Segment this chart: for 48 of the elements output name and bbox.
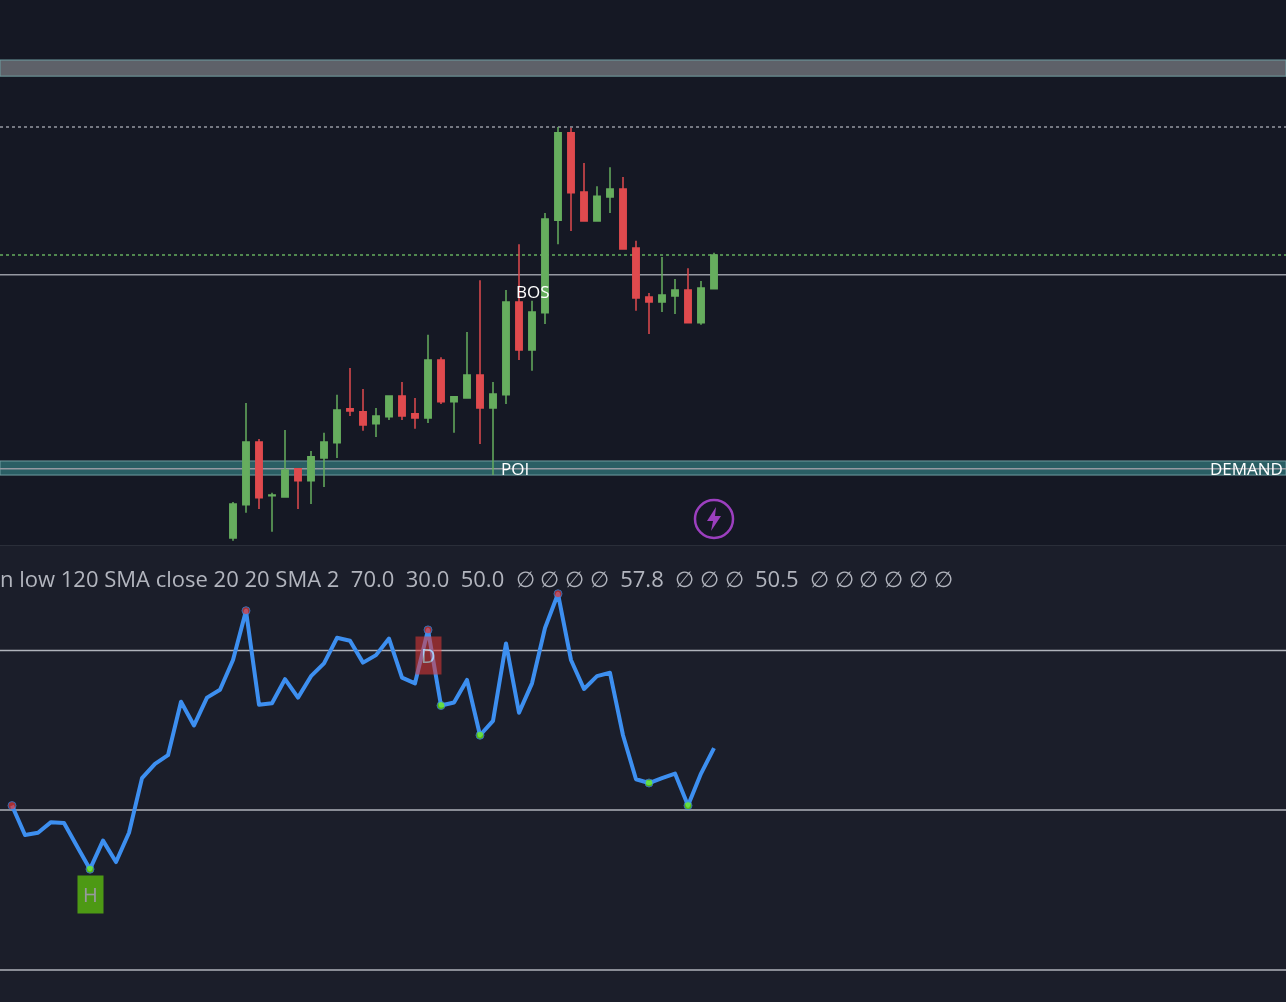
candlestick (476, 279, 484, 445)
point (683, 801, 693, 811)
candlestick (398, 381, 406, 421)
candlestick (606, 166, 614, 214)
candlestick (684, 267, 692, 324)
candlestick (437, 356, 445, 405)
band-label: POI (501, 457, 530, 480)
candlestick (671, 278, 679, 315)
candlestick (255, 438, 263, 510)
candlestick (593, 185, 601, 222)
candlestick (645, 292, 653, 335)
candlestick (333, 394, 341, 459)
candlestick (242, 402, 250, 514)
candlestick (554, 126, 562, 245)
annotation: D (421, 642, 436, 669)
point (241, 606, 251, 616)
candlestick (424, 334, 432, 424)
candlestick (320, 432, 328, 488)
candlestick (632, 240, 640, 312)
candlestick (697, 280, 705, 326)
annotation: H (83, 881, 98, 908)
candlestick (359, 388, 367, 432)
candlestick (567, 127, 575, 232)
candlestick (619, 176, 627, 250)
candlestick (450, 396, 458, 434)
candlestick (528, 300, 536, 372)
candlestick (281, 429, 289, 498)
point (85, 864, 95, 874)
point (436, 701, 446, 711)
point (423, 625, 433, 635)
candlestick (489, 381, 497, 476)
candlestick (463, 331, 471, 399)
candlestick (385, 395, 393, 421)
point (553, 589, 563, 599)
point (7, 801, 17, 811)
point (475, 730, 485, 740)
candlestick (411, 397, 419, 430)
annotation: DEMAND (1210, 457, 1283, 480)
candlestick (372, 407, 380, 438)
candlestick (346, 367, 354, 417)
candlestick (294, 468, 302, 510)
candlestick (580, 162, 588, 223)
candlestick (502, 289, 510, 405)
point (644, 778, 654, 788)
candlestick (307, 450, 315, 505)
candlestick (268, 492, 276, 533)
chart-title: n low 120 SMA close 20 20 SMA 2 70.0 30.0 50.0 ∅ ∅ ∅ ∅ 57.8 ∅ ∅ ∅ 50.5 ∅ ∅ ∅ ∅ ∅ ∅ (0, 562, 953, 593)
candlestick (229, 501, 237, 542)
